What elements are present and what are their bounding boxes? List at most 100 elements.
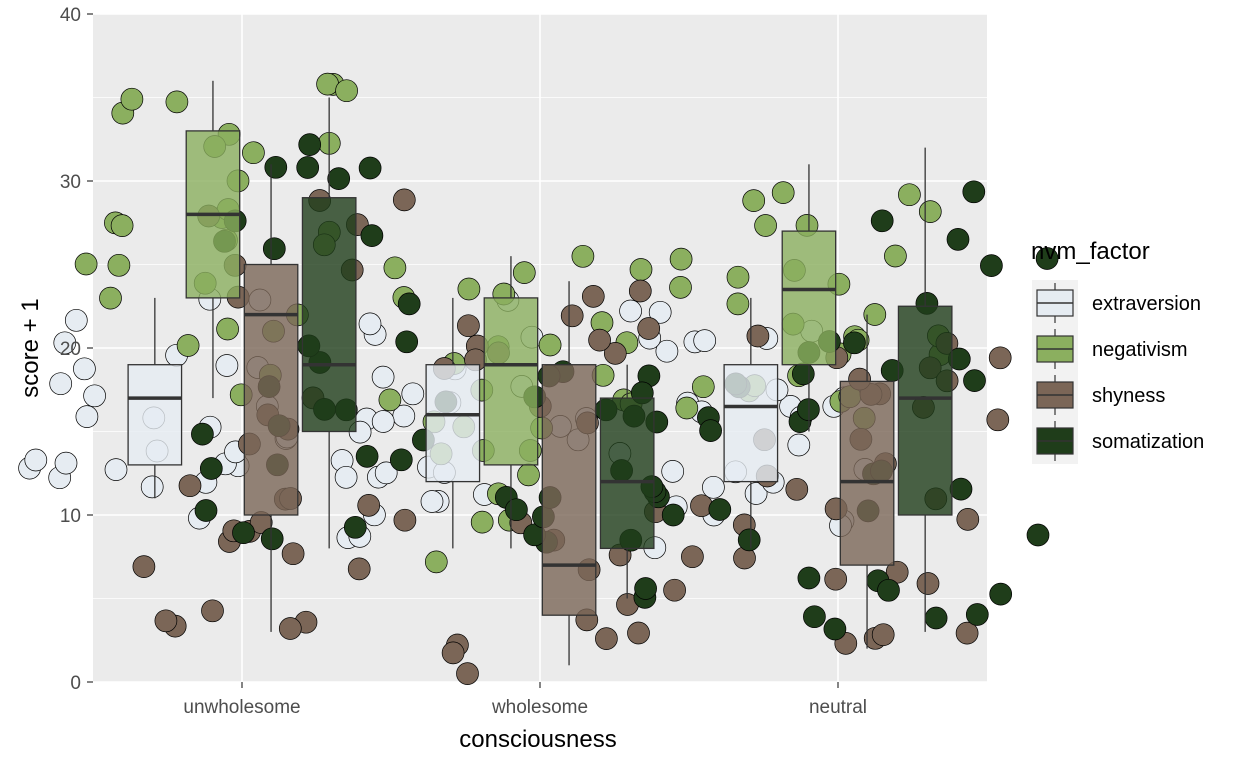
- box-somatization-unwholesome: [301, 97, 357, 549]
- data-point: [347, 557, 371, 581]
- data-point: [393, 508, 417, 532]
- data-point: [962, 180, 986, 204]
- data-point: [64, 308, 88, 332]
- data-point: [1035, 247, 1059, 270]
- data-point: [949, 477, 973, 501]
- data-point: [456, 662, 479, 685]
- data-point: [754, 214, 777, 237]
- data-point: [916, 572, 940, 595]
- data-point: [343, 515, 367, 539]
- data-point: [262, 237, 286, 261]
- data-point: [215, 354, 239, 377]
- data-point: [73, 357, 96, 381]
- data-point: [360, 224, 384, 247]
- data-point: [165, 90, 189, 114]
- data-point: [201, 599, 224, 623]
- data-point: [726, 265, 750, 289]
- data-point: [870, 209, 894, 233]
- data-point: [140, 475, 164, 499]
- data-point: [803, 605, 826, 629]
- data-point: [264, 155, 288, 179]
- data-point: [785, 477, 809, 501]
- data-point: [424, 550, 448, 574]
- data-point: [371, 365, 395, 389]
- data-point: [669, 247, 693, 271]
- y-tick-label: 0: [70, 673, 81, 694]
- box-body: [723, 364, 779, 483]
- legend-label-somatization: somatization: [1092, 431, 1204, 453]
- data-point: [986, 408, 1010, 432]
- data-point: [216, 317, 239, 341]
- legend-label-negativism: negativism: [1092, 339, 1188, 361]
- y-tick-label: 20: [60, 339, 81, 360]
- box-body: [483, 297, 539, 466]
- data-point: [675, 396, 699, 420]
- box-negativism-unwholesome: [185, 80, 241, 399]
- data-point: [327, 167, 351, 190]
- data-point: [470, 510, 494, 534]
- box-body: [897, 305, 953, 516]
- data-point: [702, 475, 725, 499]
- data-point: [154, 609, 178, 633]
- data-point: [457, 277, 481, 301]
- data-point: [629, 258, 653, 281]
- data-point: [661, 503, 685, 527]
- data-point: [655, 339, 679, 363]
- data-point: [956, 508, 980, 531]
- box-body: [781, 230, 837, 366]
- legend-label-shyness: shyness: [1092, 385, 1165, 407]
- box-somatization-wholesome: [599, 364, 655, 599]
- data-point: [178, 474, 202, 498]
- data-point: [199, 457, 223, 480]
- data-point: [871, 623, 895, 647]
- data-point: [708, 498, 732, 521]
- box-somatization-neutral: [897, 147, 953, 632]
- legend-label-extraversion: extraversion: [1092, 293, 1201, 315]
- data-point: [877, 578, 900, 602]
- box-extraversion-wholesome: [425, 297, 481, 549]
- data-point: [787, 433, 811, 457]
- data-point: [742, 189, 766, 212]
- data-point: [512, 261, 536, 284]
- data-point: [634, 577, 657, 600]
- data-point: [619, 299, 642, 323]
- data-point: [603, 342, 627, 365]
- y-axis-ticks: 0 10 20 30 40: [60, 5, 93, 694]
- data-point: [194, 499, 218, 522]
- legend: nvm_factor extraversion negativism shyness…: [1031, 238, 1204, 464]
- data-point: [560, 304, 584, 328]
- data-point: [571, 244, 595, 268]
- data-point: [298, 133, 322, 156]
- data-point: [383, 256, 407, 280]
- data-point: [420, 490, 444, 513]
- box-shyness-neutral: [839, 314, 895, 649]
- box-extraversion-unwholesome: [127, 297, 183, 499]
- box-shyness-unwholesome: [243, 164, 299, 632]
- data-point: [278, 617, 302, 640]
- box-body: [541, 364, 597, 616]
- data-point: [538, 333, 562, 357]
- data-point: [699, 419, 722, 442]
- data-point: [965, 603, 989, 626]
- data-point: [595, 627, 618, 650]
- data-point: [358, 156, 382, 180]
- data-point: [378, 388, 402, 412]
- data-point: [441, 641, 465, 665]
- data-point: [588, 328, 611, 352]
- data-point: [107, 253, 131, 277]
- data-point: [726, 292, 750, 316]
- boxes-group: [127, 80, 953, 666]
- data-point: [132, 555, 156, 578]
- x-tick-label: unwholesome: [183, 697, 300, 718]
- data-point: [843, 331, 866, 355]
- data-point: [75, 405, 99, 428]
- data-point: [260, 527, 284, 551]
- data-point: [397, 292, 421, 316]
- data-point: [316, 72, 339, 96]
- data-point: [335, 79, 358, 103]
- box-negativism-wholesome: [483, 256, 539, 549]
- data-point: [691, 375, 715, 399]
- data-point: [242, 141, 265, 165]
- data-point: [924, 606, 948, 630]
- data-point: [628, 279, 652, 303]
